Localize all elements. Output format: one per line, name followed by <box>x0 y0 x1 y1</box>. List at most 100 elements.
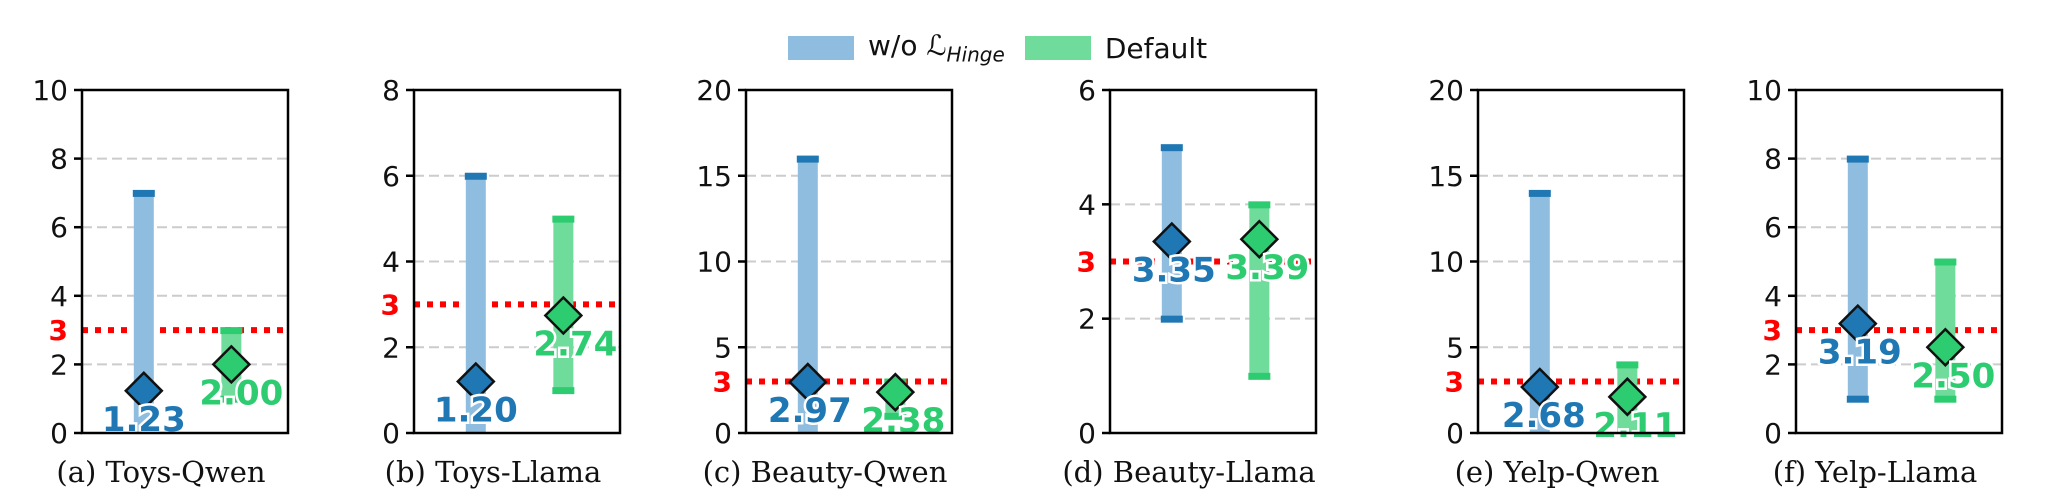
data-label: 2.74 <box>533 325 617 365</box>
y-tick-label: 8 <box>1764 143 1782 176</box>
data-label: 1.20 <box>434 391 518 431</box>
y-tick-label: 20 <box>696 74 732 107</box>
panel-caption: (c) Beauty-Qwen <box>703 455 948 489</box>
legend-item-wo-hinge: w/o ℒHinge <box>788 29 1005 67</box>
range-cap-top <box>1934 258 1957 266</box>
y-tick-label: 15 <box>696 160 732 193</box>
mean-marker <box>456 361 496 402</box>
data-label: 2.00 <box>199 373 283 413</box>
y-tick-label: 0 <box>1446 417 1464 450</box>
panel-5: 2.68 2.11 0 5 10 15 20 3 (e) Yelp-Qwen <box>1428 74 1686 489</box>
y-tick-label: 2 <box>1764 348 1782 381</box>
y-tick-label: 6 <box>50 211 68 244</box>
y-tick-label: 5 <box>1446 331 1464 364</box>
range-cap-bottom <box>220 395 243 403</box>
y-tick-label: 4 <box>50 280 68 313</box>
y-tick-label: 10 <box>32 74 68 107</box>
y-tick-label: 0 <box>382 417 400 450</box>
data-label: 2.11 <box>1593 406 1677 446</box>
y-tick-label: 10 <box>696 246 732 279</box>
panel-3: 2.97 2.38 0 5 10 15 20 3 (c) Beauty-Qwen <box>696 74 954 489</box>
range-cap-bottom <box>884 412 907 420</box>
y-tick-label: 10 <box>1746 74 1782 107</box>
y-tick-label: 6 <box>382 160 400 193</box>
y-tick-label: 8 <box>50 143 68 176</box>
y-tick-label: 2 <box>50 348 68 381</box>
data-label: 2.50 <box>1911 356 1995 396</box>
legend-swatch-wo-hinge <box>788 36 854 60</box>
panel-caption: (f) Yelp-Llama <box>1773 455 1978 489</box>
legend-label-default: Default <box>1104 31 1208 65</box>
mean-marker <box>1607 377 1648 417</box>
range-cap-bottom <box>552 387 575 395</box>
range-cap-top <box>1616 361 1639 369</box>
range-cap-top <box>1528 189 1551 197</box>
y-tick-label: 0 <box>1764 417 1782 450</box>
mean-marker <box>1838 303 1878 344</box>
y-tick-label: 6 <box>1078 74 1096 107</box>
panel-4: 3.35 3.39 0 2 4 6 3 (d) Beauty-Llama <box>1062 74 1318 489</box>
range-cap-top <box>796 155 819 163</box>
y-tick-label: 4 <box>1078 188 1096 221</box>
range-cap-top <box>1846 155 1869 163</box>
y-tick-label: 4 <box>1764 280 1782 313</box>
threshold-tick-label: 3 <box>1445 366 1464 399</box>
range-cap-top <box>464 172 487 180</box>
range-bar-wo-hinge <box>1847 158 1868 399</box>
y-tick-label: 0 <box>50 417 68 450</box>
mean-marker <box>1152 221 1192 262</box>
panel-caption: (a) Toys-Qwen <box>56 455 265 489</box>
y-tick-label: 2 <box>382 331 400 364</box>
y-tick-label: 20 <box>1428 74 1464 107</box>
range-cap-top <box>1248 201 1271 209</box>
data-label: 3.19 <box>1818 333 1902 373</box>
range-cap-bottom <box>1160 315 1183 323</box>
legend-label-wo-hinge: w/o ℒHinge <box>868 29 1005 67</box>
panel-caption: (b) Toys-Llama <box>385 455 602 489</box>
y-tick-label: 6 <box>1764 211 1782 244</box>
y-tick-label: 4 <box>382 246 400 279</box>
y-tick-label: 0 <box>714 417 732 450</box>
threshold-tick-label: 3 <box>713 366 732 399</box>
mean-marker <box>1520 367 1560 407</box>
y-tick-label: 2 <box>1078 303 1096 336</box>
threshold-tick-label: 3 <box>49 314 68 347</box>
y-tick-label: 5 <box>714 331 732 364</box>
range-cap-bottom <box>1934 395 1957 403</box>
range-cap-bottom <box>1248 372 1271 380</box>
panel-caption: (d) Beauty-Llama <box>1062 455 1315 489</box>
panel-caption: (e) Yelp-Qwen <box>1455 455 1660 489</box>
y-tick-label: 0 <box>1078 417 1096 450</box>
legend-swatch-default <box>1024 36 1091 60</box>
range-bar-wo-hinge <box>797 158 818 433</box>
legend: w/o ℒHinge Default <box>788 28 1207 68</box>
data-label: 3.35 <box>1132 250 1216 290</box>
y-tick-label: 10 <box>1428 246 1464 279</box>
threshold-tick-label: 3 <box>381 288 400 321</box>
mean-marker <box>543 295 584 336</box>
range-cap-top <box>552 215 575 223</box>
y-tick-label: 8 <box>382 74 400 107</box>
threshold-tick-label: 3 <box>1077 246 1096 279</box>
mean-marker <box>124 371 164 411</box>
y-tick-label: 15 <box>1428 160 1464 193</box>
data-label: 2.68 <box>1502 396 1586 436</box>
range-bar-wo-hinge <box>133 192 154 433</box>
range-cap-top <box>132 189 155 197</box>
data-label: 2.38 <box>861 401 945 441</box>
range-cap-top <box>220 327 243 335</box>
legend-item-default: Default <box>1024 31 1208 65</box>
axes-frame <box>80 88 290 435</box>
data-label: 3.39 <box>1225 248 1309 288</box>
range-cap-top <box>1160 144 1183 152</box>
data-label: 2.97 <box>768 391 852 431</box>
axes-frame <box>1108 88 1318 435</box>
mean-marker <box>788 362 828 402</box>
threshold-tick-label: 3 <box>1763 314 1782 347</box>
mean-marker <box>875 372 916 412</box>
mean-marker <box>211 344 252 385</box>
mean-marker <box>1239 219 1280 259</box>
mean-marker <box>1925 327 1966 368</box>
